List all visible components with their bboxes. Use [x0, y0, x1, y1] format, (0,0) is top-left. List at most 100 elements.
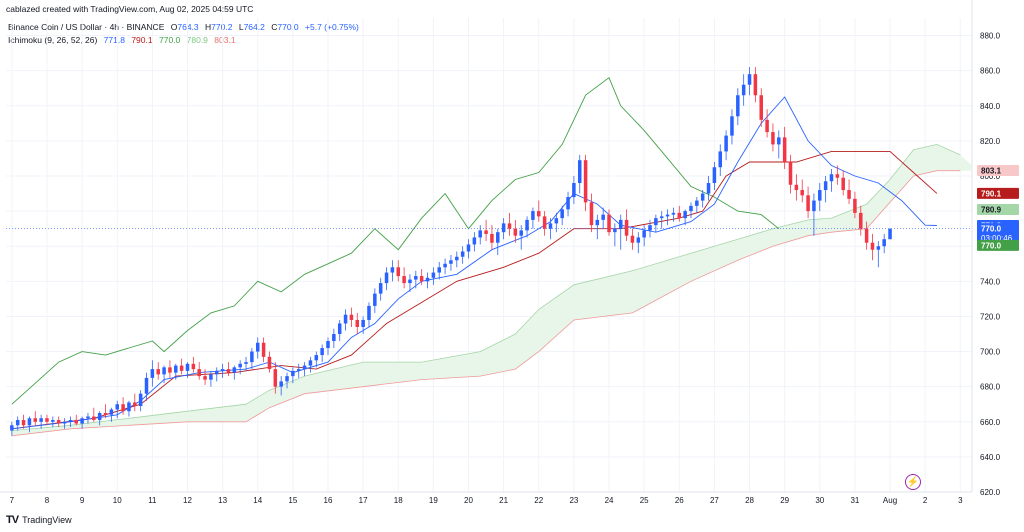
candle-body	[583, 160, 588, 203]
candle-body	[250, 351, 254, 363]
candle-body	[121, 404, 125, 412]
x-tick-label: 26	[675, 496, 684, 505]
candle-body	[402, 276, 406, 284]
candle-body	[847, 190, 851, 199]
x-tick-label: 23	[569, 496, 578, 505]
base-line	[11, 150, 938, 430]
candle-body	[466, 244, 471, 252]
candle-body	[513, 228, 518, 236]
y-tick-label: 680.0	[980, 383, 1001, 392]
candle-body	[27, 418, 32, 426]
candle-body	[472, 237, 477, 245]
x-tick-label: 13	[218, 496, 227, 505]
candle-body	[384, 272, 389, 284]
candle-body	[560, 209, 564, 219]
candle-body	[378, 283, 383, 294]
candle-body	[882, 239, 886, 247]
price-tag-countdown: 03:00:46	[981, 234, 1013, 243]
candle-body	[671, 212, 676, 215]
leading-span-b-line	[11, 170, 961, 437]
y-tick-label: 800.0	[980, 172, 1001, 181]
candle-body	[103, 413, 108, 415]
candle-body	[45, 418, 49, 422]
candle-body	[771, 132, 775, 145]
price-change: +5.7 (+0.75%)	[305, 22, 359, 32]
candle-body	[133, 402, 137, 406]
y-tick-label: 660.0	[980, 418, 1001, 427]
candle-body	[255, 342, 260, 352]
x-tick-label: 11	[148, 496, 157, 505]
candle-body	[455, 256, 459, 261]
candle-body	[665, 214, 670, 217]
x-tick-label: 3	[958, 496, 963, 505]
candle-body	[525, 219, 529, 231]
y-tick-label: 620.0	[980, 488, 1001, 497]
candle-body	[782, 137, 787, 162]
candle-body	[753, 74, 758, 96]
candle-body	[62, 421, 67, 424]
candle-body	[162, 367, 166, 375]
candle-body	[279, 381, 283, 387]
indicator-legend[interactable]: Ichimoku (9, 26, 52, 26) 771.8 790.1 770…	[8, 35, 240, 45]
candle-body	[302, 365, 307, 370]
candle-body	[308, 360, 313, 366]
x-tick-label: 21	[499, 496, 508, 505]
candle-body	[203, 376, 207, 380]
leading-span-a-line	[11, 143, 961, 431]
candle-body	[419, 276, 424, 282]
candle-body	[326, 341, 330, 349]
candle-body	[695, 200, 699, 206]
x-tick-label: 2	[923, 496, 928, 505]
candle-body	[548, 223, 553, 229]
y-tick-label: 720.0	[980, 312, 1001, 321]
candle-body	[168, 367, 172, 373]
x-tick-label: 15	[288, 496, 297, 505]
price-tag	[977, 165, 1019, 177]
y-tick-label: 640.0	[980, 453, 1001, 462]
price-tag-label: 790.1	[981, 189, 1002, 198]
candle-body	[355, 319, 360, 327]
candle-body	[859, 212, 863, 229]
candle-body	[888, 228, 892, 240]
x-tick-label: 29	[780, 496, 789, 505]
candle-body	[361, 319, 365, 327]
candle-body	[414, 276, 418, 280]
x-tick-label: 17	[359, 496, 368, 505]
symbol-name: Binance Coin / US Dollar · 4h · BINANCE	[8, 22, 165, 32]
candle-body	[800, 190, 804, 196]
x-tick-label: 22	[534, 496, 543, 505]
candle-body	[613, 228, 617, 233]
candle-body	[689, 205, 693, 212]
candle-body	[156, 369, 160, 375]
candle-body	[425, 277, 430, 282]
y-tick-label: 860.0	[980, 67, 1001, 76]
candle-body	[736, 95, 740, 117]
candle-body	[373, 293, 377, 306]
candle-body	[408, 279, 412, 284]
candle-body	[484, 230, 488, 234]
candle-body	[51, 420, 55, 422]
candle-body	[788, 161, 793, 185]
price-tag-label: 803.1	[981, 167, 1002, 176]
candle-body	[589, 202, 594, 226]
x-tick-label: 19	[429, 496, 438, 505]
tradingview-footer: TV TradingView	[6, 514, 72, 526]
candle-body	[542, 216, 547, 229]
candle-body	[343, 314, 348, 324]
candle-body	[460, 251, 465, 257]
x-tick-label: 8	[45, 496, 50, 505]
indicator-value-conversion: 771.8	[103, 35, 125, 45]
price-tag	[977, 239, 1019, 251]
candle-body	[109, 409, 114, 415]
x-tick-label: 10	[113, 496, 122, 505]
y-tick-label: 820.0	[980, 137, 1001, 146]
candle-body	[215, 370, 219, 375]
y-tick-label: 740.0	[980, 277, 1001, 286]
symbol-legend[interactable]: Binance Coin / US Dollar · 4h · BINANCE …	[8, 22, 363, 32]
price-tag	[977, 223, 1019, 244]
ohlc-low: L764.2	[238, 22, 265, 32]
tradingview-logo: TV	[6, 514, 19, 526]
candle-body	[718, 151, 723, 168]
lightning-icon[interactable]: ⚡	[905, 474, 921, 490]
